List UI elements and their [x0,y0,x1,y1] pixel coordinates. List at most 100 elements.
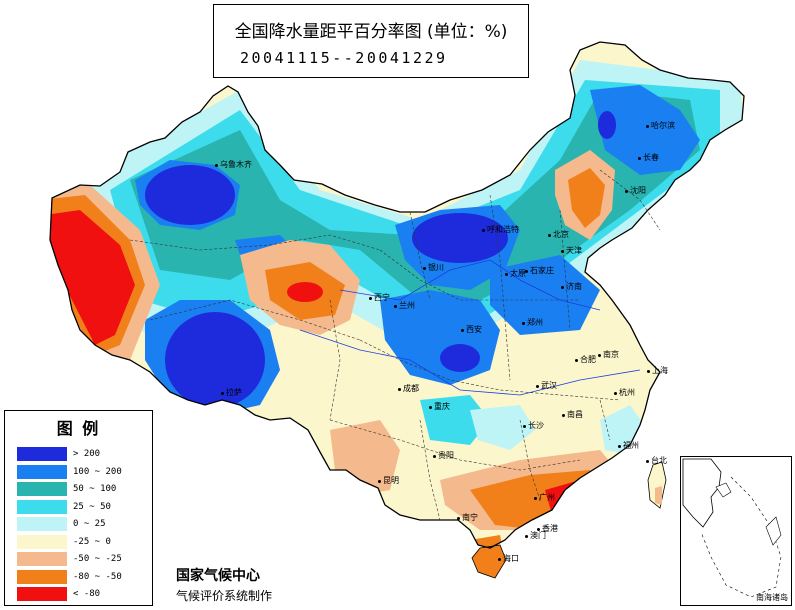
city-dot [646,460,649,463]
legend-swatch [17,534,67,549]
map-period: 20041115--20041229 [240,49,448,67]
city-dot [398,388,401,391]
city-label: 武汉 [541,381,557,390]
city-label: 太原 [510,269,526,278]
city-dot [536,385,539,388]
city-label: 长春 [643,153,659,162]
city-dot [548,234,551,237]
city-dot [537,528,540,531]
city-dot [429,406,432,409]
city-dot [647,370,650,373]
city-dot [215,164,218,167]
legend-label: -50 ~ -25 [73,554,122,564]
city-label: 北京 [553,230,569,239]
city-label: 南昌 [567,410,583,419]
legend-label: -25 ~ 0 [73,536,111,547]
city-label: 南宁 [462,513,478,522]
inset-map [682,458,782,598]
city-label: 郑州 [527,318,543,327]
city-label: 拉萨 [226,388,242,397]
legend-label: 25 ~ 50 [73,501,111,512]
legend-item: -80 ~ -50 [17,569,153,584]
city-dot [378,480,381,483]
legend-swatch [17,447,67,461]
city-label: 海口 [503,554,519,563]
legend-label: 0 ~ 25 [73,519,106,529]
city-dot [457,517,460,520]
city-label: 香港 [542,524,558,533]
city-dot [598,354,601,357]
city-dot [625,190,628,193]
city-label: 呼和浩特 [487,225,519,234]
city-dot [369,297,372,300]
legend-swatch [17,569,67,584]
legend-label: < -80 [73,589,101,599]
city-label: 西宁 [374,293,390,302]
city-label: 乌鲁木齐 [220,160,252,169]
south-china-sea-inset: 南海诸岛 [680,456,792,606]
city-label: 哈尔滨 [651,121,675,130]
legend-label: 50 ~ 100 [73,484,117,494]
city-label: 石家庄 [530,266,554,275]
city-dot [394,305,397,308]
city-dot [618,445,621,448]
legend-label: > 200 [73,449,101,459]
legend-swatch [17,499,67,514]
map-title: 全国降水量距平百分率图 (单位：%) [234,22,508,42]
credit-org: 国家气候中心 [176,568,260,584]
city-dot [498,558,501,561]
city-label: 南京 [603,350,619,359]
city-label: 天津 [566,246,582,255]
city-label: 福州 [623,441,639,450]
city-dot [561,286,564,289]
city-dot [525,535,528,538]
city-label: 广州 [539,493,555,502]
city-label: 兰州 [399,301,415,310]
city-label: 银川 [428,263,444,272]
city-dot [423,267,426,270]
city-label: 合肥 [580,355,596,364]
legend-item: -50 ~ -25 [17,552,153,566]
city-label: 贵阳 [438,451,454,460]
city-dot [562,414,565,417]
city-dot [525,270,528,273]
legend-item: > 200 [17,447,153,461]
city-label: 上海 [652,366,668,375]
city-label: 重庆 [434,402,450,411]
city-dot [646,125,649,128]
city-label: 澳门 [530,531,546,540]
legend-swatch [17,552,67,566]
legend-swatch [17,517,67,531]
legend-title: 图 例 [56,419,101,438]
city-label: 沈阳 [630,186,646,195]
city-label: 济南 [566,282,582,291]
legend-item: 100 ~ 200 [17,464,153,479]
city-dot [534,497,537,500]
legend-item: 25 ~ 50 [17,499,153,514]
city-label: 长沙 [528,421,544,430]
legend-item: 50 ~ 100 [17,482,153,496]
inset-label: 南海诸岛 [756,593,788,602]
legend-swatch [17,464,67,479]
credit-note: 气候评价系统制作 [176,589,273,603]
legend-swatch [17,482,67,496]
city-dot [523,425,526,428]
legend-label: -80 ~ -50 [73,571,122,582]
city-dot [638,157,641,160]
city-dot [522,322,525,325]
legend-item: 0 ~ 25 [17,517,153,531]
title-box: 全国降水量距平百分率图 (单位：%) 20041115--20041229 [213,4,529,78]
city-label: 杭州 [619,388,635,397]
city-label: 西安 [466,325,482,334]
legend-item: -25 ~ 0 [17,534,153,549]
legend-item: < -80 [17,587,153,601]
city-dot [482,229,485,232]
city-dot [221,392,224,395]
legend-label: 100 ~ 200 [73,466,122,477]
city-dot [433,455,436,458]
city-dot [461,329,464,332]
legend-swatch [17,587,67,601]
city-label: 昆明 [383,476,399,485]
city-dot [614,392,617,395]
